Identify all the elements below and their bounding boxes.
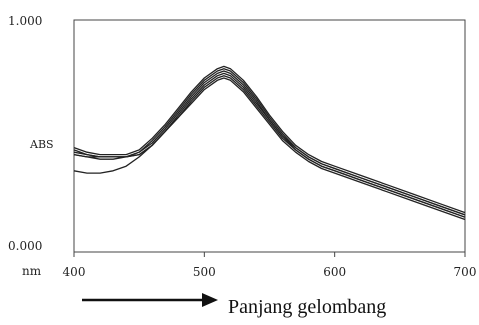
x-tick-label-2: 500 xyxy=(193,265,216,279)
y-tick-label-bottom: 0.000 xyxy=(8,239,42,253)
series-line-1 xyxy=(73,65,466,214)
series-line-6 xyxy=(73,77,466,221)
x-tick-label-1: 400 xyxy=(63,265,86,279)
series-line-2 xyxy=(73,68,466,216)
y-tick-label-top: 1.000 xyxy=(8,14,42,28)
x-tick-layer: 400 500 600 700 xyxy=(63,252,477,279)
series-layer xyxy=(73,65,466,221)
x-tick-label-3: 600 xyxy=(323,265,346,279)
caption-label: Panjang gelombang xyxy=(228,296,386,318)
series-line-5 xyxy=(73,75,466,218)
y-axis-label: ABS xyxy=(29,138,54,151)
x-unit-label: nm xyxy=(22,264,42,278)
series-line-3 xyxy=(73,70,466,216)
arrow-head xyxy=(202,293,218,307)
plot-frame xyxy=(73,19,466,253)
x-tick-label-4: 700 xyxy=(454,265,477,279)
wavelength-arrow xyxy=(82,293,218,307)
